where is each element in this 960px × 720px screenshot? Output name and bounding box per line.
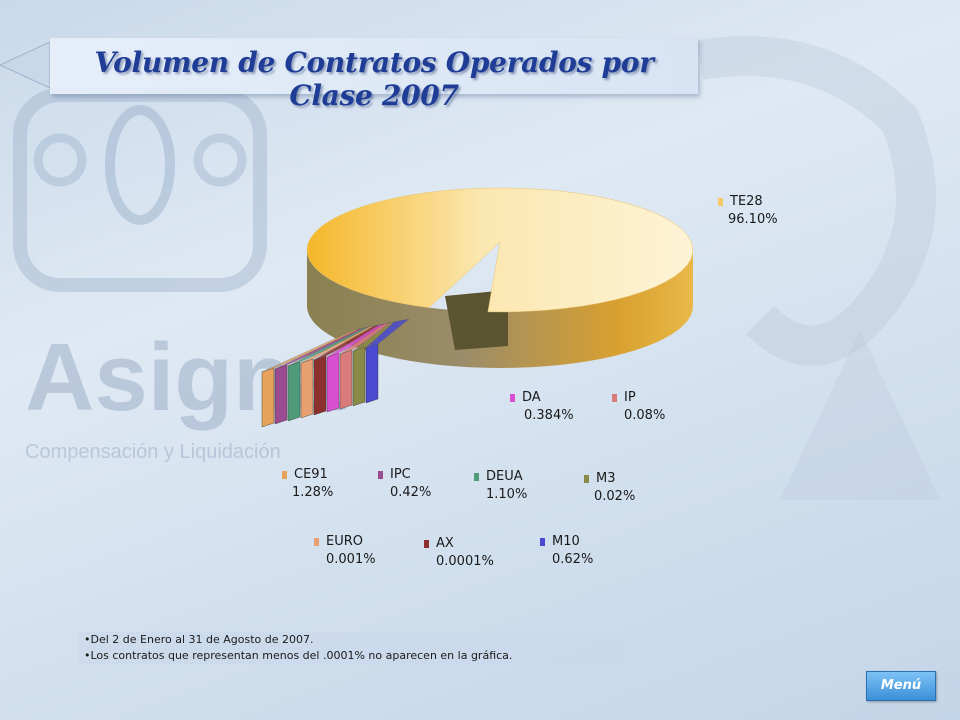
legend-value: 0.08% xyxy=(624,408,666,423)
notes-box: •Del 2 de Enero al 31 de Agosto de 2007.… xyxy=(78,632,623,664)
legend-value: 0.42% xyxy=(390,485,432,500)
legend-value: 96.10% xyxy=(728,212,778,227)
menu-button[interactable]: Menú xyxy=(866,671,936,701)
title-banner: Volumen de Contratos Operados por Clase … xyxy=(50,38,698,112)
title-tab xyxy=(0,42,50,88)
slice-te28-side xyxy=(307,250,693,368)
legend-swatch xyxy=(314,538,319,546)
legend-label: M3 xyxy=(596,471,616,486)
legend-value: 1.10% xyxy=(486,487,528,502)
slice-te28 xyxy=(306,187,694,313)
legend-value: 0.02% xyxy=(594,489,636,504)
slice-m3 xyxy=(352,346,366,407)
slice-ce91 xyxy=(261,367,275,428)
legend-value: 0.62% xyxy=(552,552,594,567)
legend-swatch xyxy=(474,473,479,481)
legend-swatch xyxy=(378,471,383,479)
legend-label: EURO xyxy=(326,534,363,549)
legend-swatch xyxy=(584,475,589,483)
legend-swatch xyxy=(282,471,287,479)
note-date-range: •Del 2 de Enero al 31 de Agosto de 2007. xyxy=(84,633,314,646)
slice-deua xyxy=(287,361,301,422)
legend-label: DA xyxy=(522,390,541,405)
note-threshold: •Los contratos que representan menos del… xyxy=(84,649,513,662)
slice-ax xyxy=(313,355,327,416)
legend-label: AX xyxy=(436,536,454,551)
legend-label: IPC xyxy=(390,467,411,482)
legend-label: TE28 xyxy=(730,194,763,209)
legend-swatch xyxy=(510,394,515,402)
legend-value: 0.384% xyxy=(524,408,574,423)
slice-ipc xyxy=(274,364,288,425)
page-title: Volumen de Contratos Operados por Clase … xyxy=(94,46,654,112)
slice-da xyxy=(326,352,340,413)
slice-ip xyxy=(339,349,353,410)
slice-m10-top xyxy=(365,318,410,349)
legend-label: DEUA xyxy=(486,469,523,484)
legend-label: CE91 xyxy=(294,467,328,482)
legend-swatch xyxy=(424,540,429,548)
slice-euro xyxy=(300,358,314,419)
legend-swatch xyxy=(718,198,723,206)
legend-value: 1.28% xyxy=(292,485,334,500)
legend-swatch xyxy=(540,538,545,546)
legend-label: IP xyxy=(624,390,636,405)
legend-value: 0.0001% xyxy=(436,554,494,569)
slice-m10 xyxy=(365,343,379,404)
legend-value: 0.001% xyxy=(326,552,376,567)
legend-label: M10 xyxy=(552,534,580,549)
legend-swatch xyxy=(612,394,617,402)
